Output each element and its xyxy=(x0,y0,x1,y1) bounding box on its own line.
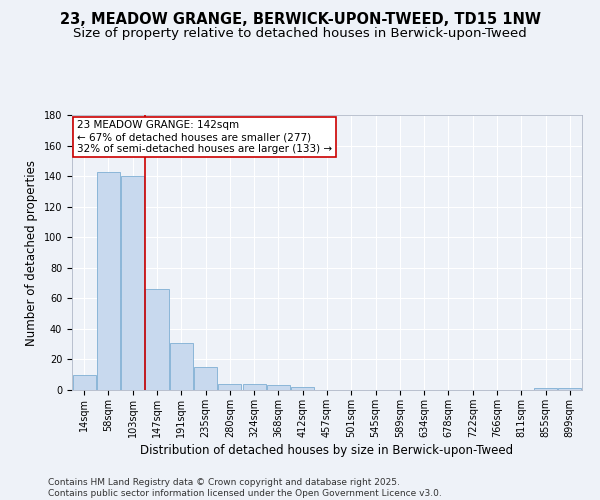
Y-axis label: Number of detached properties: Number of detached properties xyxy=(25,160,38,346)
Bar xyxy=(145,289,169,390)
Bar xyxy=(534,388,557,390)
Bar xyxy=(242,384,266,390)
Bar xyxy=(194,367,217,390)
Bar xyxy=(291,387,314,390)
Bar xyxy=(218,384,241,390)
Bar xyxy=(121,176,144,390)
Bar xyxy=(559,388,581,390)
Bar xyxy=(97,172,120,390)
Text: 23, MEADOW GRANGE, BERWICK-UPON-TWEED, TD15 1NW: 23, MEADOW GRANGE, BERWICK-UPON-TWEED, T… xyxy=(59,12,541,28)
Bar xyxy=(170,342,193,390)
Bar xyxy=(267,386,290,390)
Text: Size of property relative to detached houses in Berwick-upon-Tweed: Size of property relative to detached ho… xyxy=(73,28,527,40)
Text: 23 MEADOW GRANGE: 142sqm
← 67% of detached houses are smaller (277)
32% of semi-: 23 MEADOW GRANGE: 142sqm ← 67% of detach… xyxy=(77,120,332,154)
Text: Contains HM Land Registry data © Crown copyright and database right 2025.
Contai: Contains HM Land Registry data © Crown c… xyxy=(48,478,442,498)
X-axis label: Distribution of detached houses by size in Berwick-upon-Tweed: Distribution of detached houses by size … xyxy=(140,444,514,457)
Bar xyxy=(73,374,95,390)
